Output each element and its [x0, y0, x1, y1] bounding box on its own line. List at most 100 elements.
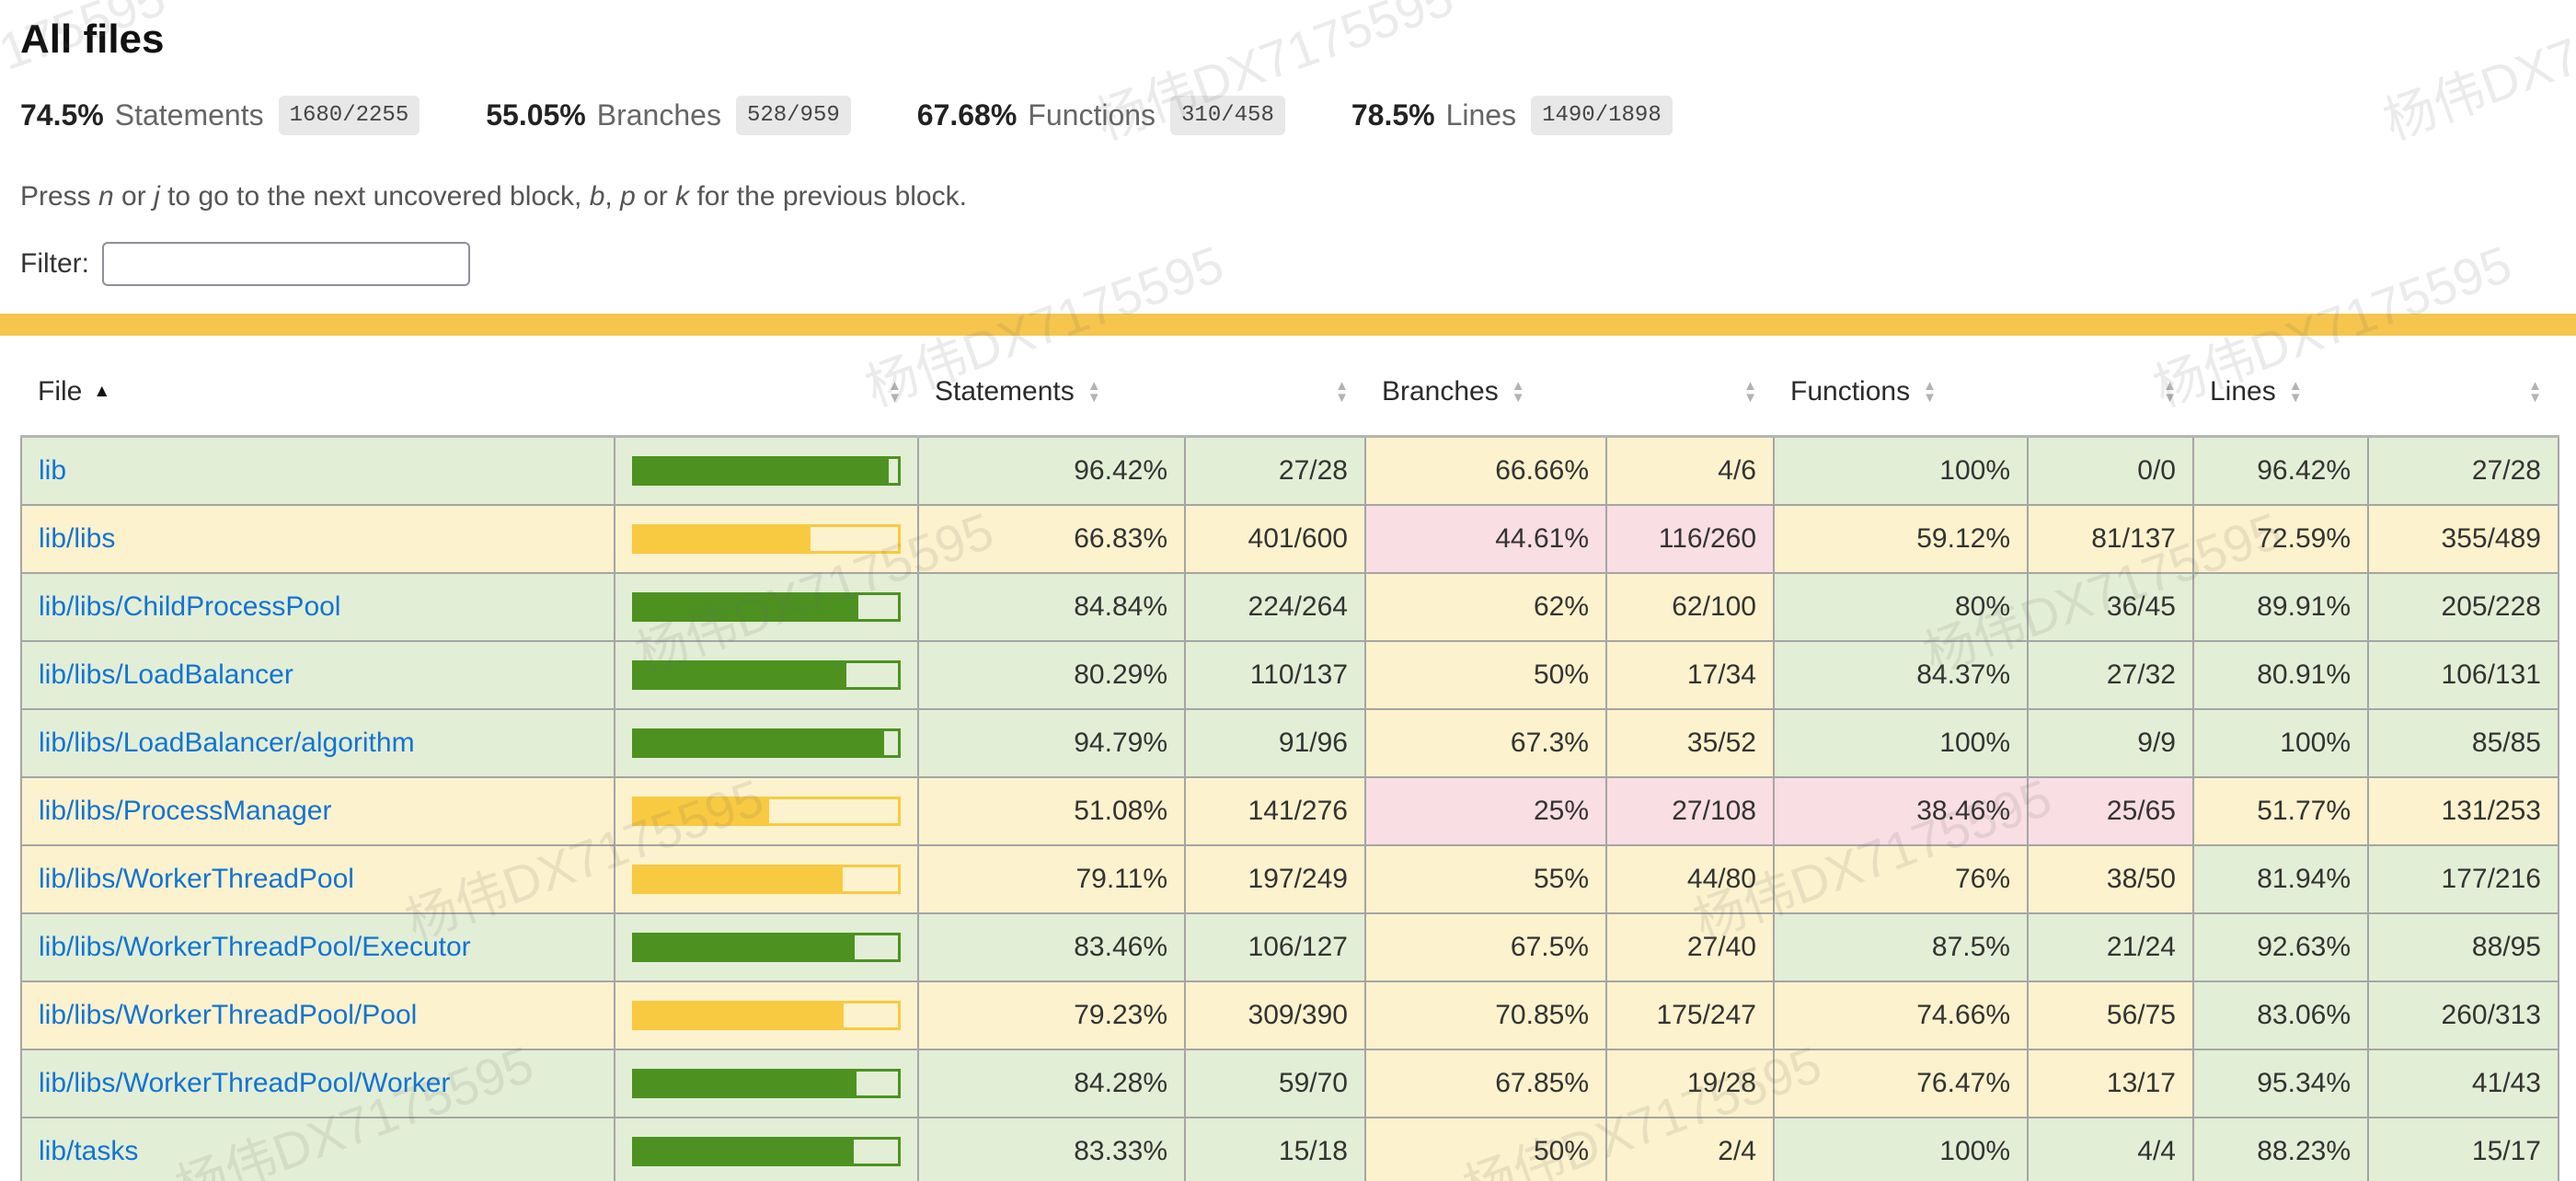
coverage-bar-cell	[614, 980, 919, 1050]
column-header-statements[interactable]: Statements ▲ ▼	[918, 345, 1185, 437]
functions-pct-cell: 38.46%	[1773, 776, 2029, 846]
file-link[interactable]: lib/tasks	[39, 1136, 139, 1166]
coverage-bar	[632, 933, 901, 962]
lines-pct-cell: 51.77%	[2192, 776, 2369, 846]
column-header-branches[interactable]: Branches ▲ ▼	[1365, 345, 1606, 437]
sort-down-arrow-icon: ▼	[1511, 390, 1525, 406]
file-link[interactable]: lib/libs/WorkerThreadPool/Pool	[39, 1000, 418, 1030]
file-link[interactable]: lib/libs	[39, 523, 116, 554]
coverage-bar-cell	[614, 435, 919, 506]
coverage-table: File ▲ ▲ ▼ Statements ▲ ▼ ▲ ▼ Branches ▲ ▼ ▲ ▼ Functio…	[20, 345, 2559, 1181]
sort-up-arrow-icon: ▲	[1087, 378, 1101, 394]
functions-abs-cell: 0/0	[2027, 435, 2194, 506]
coverage-bar-fill	[635, 1140, 855, 1164]
statements-abs-cell: 141/276	[1184, 776, 1366, 846]
column-header-file[interactable]: File ▲	[21, 345, 615, 437]
lines-abs-cell: 205/228	[2367, 572, 2559, 642]
sort-toggle-icon[interactable]: ▲ ▼	[1087, 378, 1101, 405]
statements-pct-cell: 94.79%	[917, 708, 1186, 778]
filter-input[interactable]	[102, 242, 470, 286]
coverage-bar-fill	[635, 1072, 857, 1095]
sort-toggle-icon[interactable]: ▲ ▼	[888, 379, 902, 405]
summary-fraction-badge: 1490/1898	[1531, 96, 1673, 135]
hint-key: k	[675, 181, 690, 212]
coverage-bar-fill	[635, 1003, 844, 1027]
summary-pct: 78.5%	[1351, 98, 1435, 132]
sort-toggle-icon[interactable]: ▲ ▼	[2289, 379, 2303, 405]
column-header-abs-9[interactable]: ▲ ▼	[2368, 345, 2559, 437]
summary-label: Functions	[1028, 98, 1156, 132]
sort-up-arrow-icon: ▲	[1511, 378, 1525, 394]
coverage-bar-fill	[635, 459, 889, 483]
sort-toggle-icon[interactable]: ▲ ▼	[1335, 379, 1349, 405]
branches-abs-cell: 44/80	[1605, 844, 1775, 914]
statements-abs-cell: 110/137	[1184, 640, 1366, 710]
table-row: lib/libs/WorkerThreadPool/Worker 84.28% 59…	[20, 1049, 2559, 1118]
sort-toggle-icon[interactable]: ▲ ▼	[2528, 378, 2542, 406]
branches-abs-cell: 27/108	[1605, 776, 1775, 846]
hint-text: or	[635, 181, 676, 212]
branches-pct-cell: 67.5%	[1364, 912, 1607, 982]
branches-abs-cell: 17/34	[1605, 640, 1775, 710]
sort-up-arrow-icon: ▲	[2528, 378, 2542, 394]
file-link[interactable]: lib/libs/WorkerThreadPool/Executor	[39, 932, 471, 962]
file-link[interactable]: lib/libs/ChildProcessPool	[39, 591, 341, 622]
sort-down-arrow-icon: ▼	[1923, 390, 1937, 406]
file-link[interactable]: lib	[39, 455, 67, 486]
file-link[interactable]: lib/libs/LoadBalancer/algorithm	[39, 728, 415, 758]
hint-text: to go to the next uncovered block,	[159, 181, 590, 212]
coverage-bar	[632, 1069, 901, 1098]
statements-abs-cell: 106/127	[1184, 912, 1366, 982]
summary-fraction-badge: 310/458	[1170, 96, 1285, 135]
sort-toggle-icon[interactable]: ▲ ▼	[1511, 378, 1525, 406]
sort-down-arrow-icon: ▼	[2528, 390, 2542, 406]
file-link[interactable]: lib/libs/LoadBalancer	[39, 659, 293, 690]
lines-abs-cell: 177/216	[2367, 844, 2559, 914]
column-header-label: File	[38, 376, 83, 407]
sort-toggle-icon[interactable]: ▲ ▼	[1743, 379, 1757, 405]
coverage-bar-cell	[614, 1117, 919, 1181]
column-header-lines[interactable]: Lines ▲ ▼	[2193, 345, 2368, 437]
statements-pct-cell: 84.84%	[917, 572, 1186, 642]
statements-pct-cell: 51.08%	[917, 776, 1186, 846]
table-row: lib/tasks 83.33% 15/18 50% 2/4 100% 4/4 88.23% 1…	[20, 1117, 2559, 1181]
functions-pct-cell: 100%	[1773, 1117, 2029, 1181]
functions-pct-cell: 100%	[1773, 708, 2029, 778]
coverage-bar	[632, 660, 901, 690]
summary-fraction-badge: 528/959	[735, 96, 851, 135]
file-cell: lib/libs/WorkerThreadPool/Worker	[20, 1049, 615, 1118]
statements-pct-cell: 79.23%	[917, 980, 1186, 1050]
statements-abs-cell: 91/96	[1184, 708, 1366, 778]
statements-pct-cell: 80.29%	[917, 640, 1186, 710]
statements-abs-cell: 224/264	[1184, 572, 1366, 642]
table-row: lib/libs 66.83% 401/600 44.61% 116/260 59.12%…	[20, 504, 2559, 574]
column-header-chart-1[interactable]: ▲ ▼	[615, 345, 918, 437]
functions-abs-cell: 38/50	[2027, 844, 2194, 914]
functions-pct-cell: 84.37%	[1773, 640, 2029, 710]
sort-ascending-icon: ▲	[93, 382, 111, 401]
file-cell: lib/tasks	[20, 1117, 615, 1181]
file-link[interactable]: lib/libs/WorkerThreadPool	[39, 864, 354, 894]
lines-abs-cell: 106/131	[2367, 640, 2559, 710]
functions-abs-cell: 21/24	[2027, 912, 2194, 982]
file-link[interactable]: lib/libs/ProcessManager	[39, 796, 332, 826]
summary-metric-lines: 78.5% Lines 1490/1898	[1351, 96, 1673, 135]
column-header-abs-3[interactable]: ▲ ▼	[1185, 345, 1365, 437]
branches-abs-cell: 27/40	[1605, 912, 1775, 982]
coverage-bar-cell	[614, 572, 919, 642]
sort-toggle-icon[interactable]: ▲ ▼	[2163, 379, 2177, 405]
sort-toggle-icon[interactable]: ▲ ▼	[1923, 379, 1937, 406]
functions-abs-cell: 56/75	[2027, 980, 2194, 1050]
column-header-abs-5[interactable]: ▲ ▼	[1606, 345, 1774, 437]
column-header-abs-7[interactable]: ▲ ▼	[2028, 345, 2193, 437]
branches-pct-cell: 44.61%	[1364, 504, 1607, 574]
statements-pct-cell: 66.83%	[917, 504, 1186, 574]
lines-abs-cell: 260/313	[2367, 980, 2559, 1050]
column-header-functions[interactable]: Functions ▲ ▼	[1774, 345, 2028, 437]
lines-pct-cell: 96.42%	[2192, 435, 2369, 506]
branches-pct-cell: 66.66%	[1364, 435, 1607, 506]
file-link[interactable]: lib/libs/WorkerThreadPool/Worker	[39, 1068, 451, 1098]
coverage-bar	[632, 728, 901, 758]
lines-pct-cell: 95.34%	[2192, 1049, 2369, 1118]
branches-abs-cell: 19/28	[1605, 1049, 1775, 1118]
